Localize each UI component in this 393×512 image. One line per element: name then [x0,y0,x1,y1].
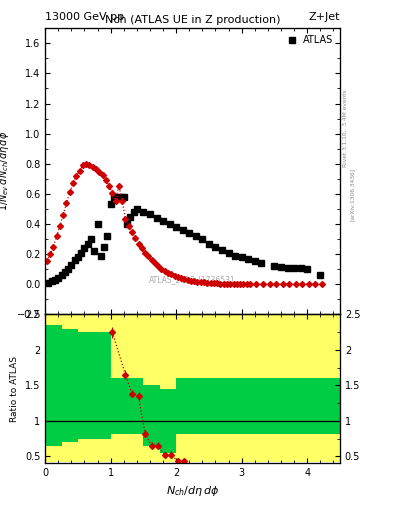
Y-axis label: $1/N_{ev}\,dN_{ch}/d\eta\,d\phi$: $1/N_{ev}\,dN_{ch}/d\eta\,d\phi$ [0,131,11,211]
Text: Z+Jet: Z+Jet [309,11,340,22]
X-axis label: $N_{ch}/d\eta\,d\phi$: $N_{ch}/d\eta\,d\phi$ [166,484,219,498]
Text: Rivet 3.1.10,  3.4M events: Rivet 3.1.10, 3.4M events [343,89,348,167]
ATLAS [318,272,323,279]
Line: ATLAS: ATLAS [45,194,323,286]
Legend: ATLAS: ATLAS [283,33,335,47]
Title: Nch (ATLAS UE in Z production): Nch (ATLAS UE in Z production) [105,15,280,25]
ATLAS [174,224,178,230]
ATLAS [154,215,159,221]
ATLAS [115,194,119,200]
Text: ATLAS_2019_I1736531: ATLAS_2019_I1736531 [149,275,236,285]
ATLAS [112,196,116,202]
Text: [arXiv:1306.3436]: [arXiv:1306.3436] [349,168,354,221]
ATLAS [200,236,205,242]
ATLAS [46,280,51,286]
Y-axis label: Ratio to ATLAS: Ratio to ATLAS [10,356,19,422]
ATLAS [75,254,80,260]
Text: 13000 GeV pp: 13000 GeV pp [45,11,124,22]
ATLAS [167,221,172,227]
